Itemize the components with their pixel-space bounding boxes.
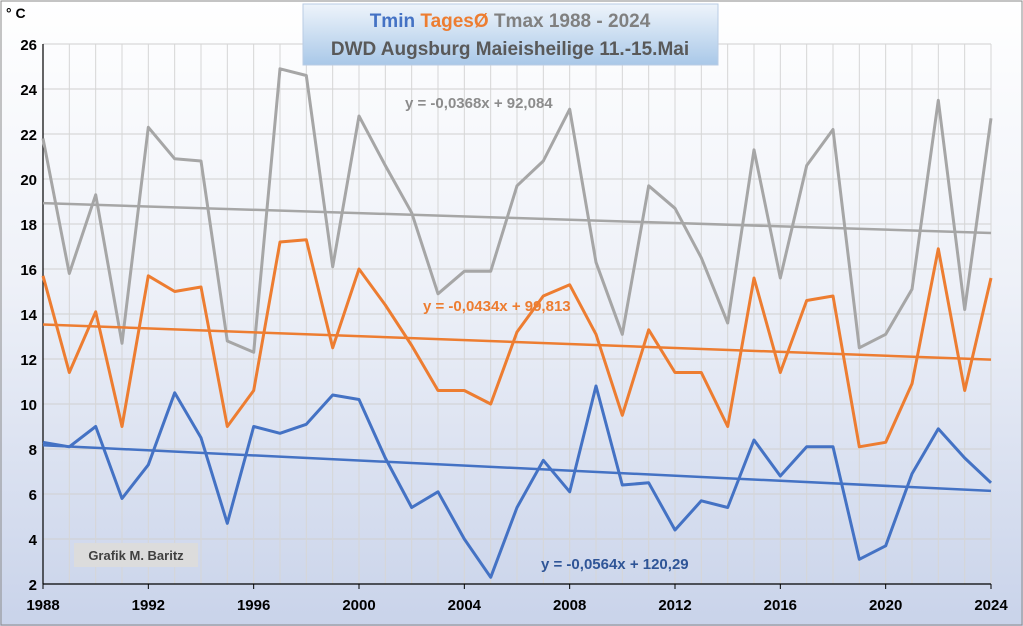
credit-background <box>74 543 198 567</box>
trendline-tmax <box>42 201 992 235</box>
series-line-tmax <box>41 67 993 354</box>
trendline-tagesmittel <box>42 323 992 361</box>
y-tick-label: 4 <box>29 532 38 549</box>
title-tagesmittel: TagesØ <box>420 11 488 32</box>
trend-label-tmax: y = -0,0368x + 92,084 <box>405 95 553 112</box>
trendlines <box>42 201 992 493</box>
y-tick-label: 2 <box>29 577 37 594</box>
chart-subtitle: DWD Augsburg Maieisheilige 11.-15.Mai <box>331 39 689 60</box>
x-tick-label: 1988 <box>26 597 59 614</box>
y-tick-label: 12 <box>20 352 37 369</box>
x-tick-label: 2000 <box>342 597 375 614</box>
title-background <box>302 3 719 66</box>
y-tick-label: 18 <box>20 217 37 234</box>
y-tick-label: 14 <box>20 307 37 324</box>
credit-text: Grafik M. Baritz <box>88 548 184 563</box>
y-tick-label: 22 <box>20 127 37 144</box>
y-tick-label: 6 <box>29 487 37 504</box>
trendline-tmin <box>42 443 992 493</box>
title-box: Tmin TagesØ Tmax 1988 - 2024 DWD Augsbur… <box>302 3 719 66</box>
chart-title: Tmin TagesØ Tmax 1988 - 2024 <box>370 11 651 32</box>
x-tick-label: 2004 <box>448 597 482 614</box>
y-tick-label: 26 <box>20 37 37 54</box>
x-tick-label: 2024 <box>974 597 1008 614</box>
title-tmin: Tmin <box>370 11 415 32</box>
y-tick-label: 24 <box>20 82 37 99</box>
y-unit-label: ° C <box>6 5 26 21</box>
series-line-tmin <box>42 384 993 579</box>
x-tick-label: 2012 <box>658 597 691 614</box>
title-tmax-period: Tmax 1988 - 2024 <box>494 11 651 32</box>
credit-box: Grafik M. Baritz <box>74 543 198 567</box>
series-line-tagesmittel <box>41 238 993 449</box>
x-tick-label: 2016 <box>764 597 797 614</box>
trend-label-tagesmittel: y = -0,0434x + 99,813 <box>423 298 571 315</box>
x-tick-label: 2008 <box>553 597 586 614</box>
trend-label-tmin: y = -0,0564x + 120,29 <box>541 556 689 573</box>
x-tick-label: 1992 <box>132 597 165 614</box>
y-tick-label: 20 <box>20 172 37 189</box>
y-tick-label: 16 <box>20 262 37 279</box>
x-tick-label: 1996 <box>237 597 270 614</box>
trend-labels: y = -0,0368x + 92,084 y = -0,0434x + 99,8… <box>405 95 689 573</box>
x-tick-label: 2020 <box>869 597 902 614</box>
y-tick-label: 8 <box>29 442 37 459</box>
series <box>41 67 993 579</box>
y-tick-label: 10 <box>20 397 37 414</box>
